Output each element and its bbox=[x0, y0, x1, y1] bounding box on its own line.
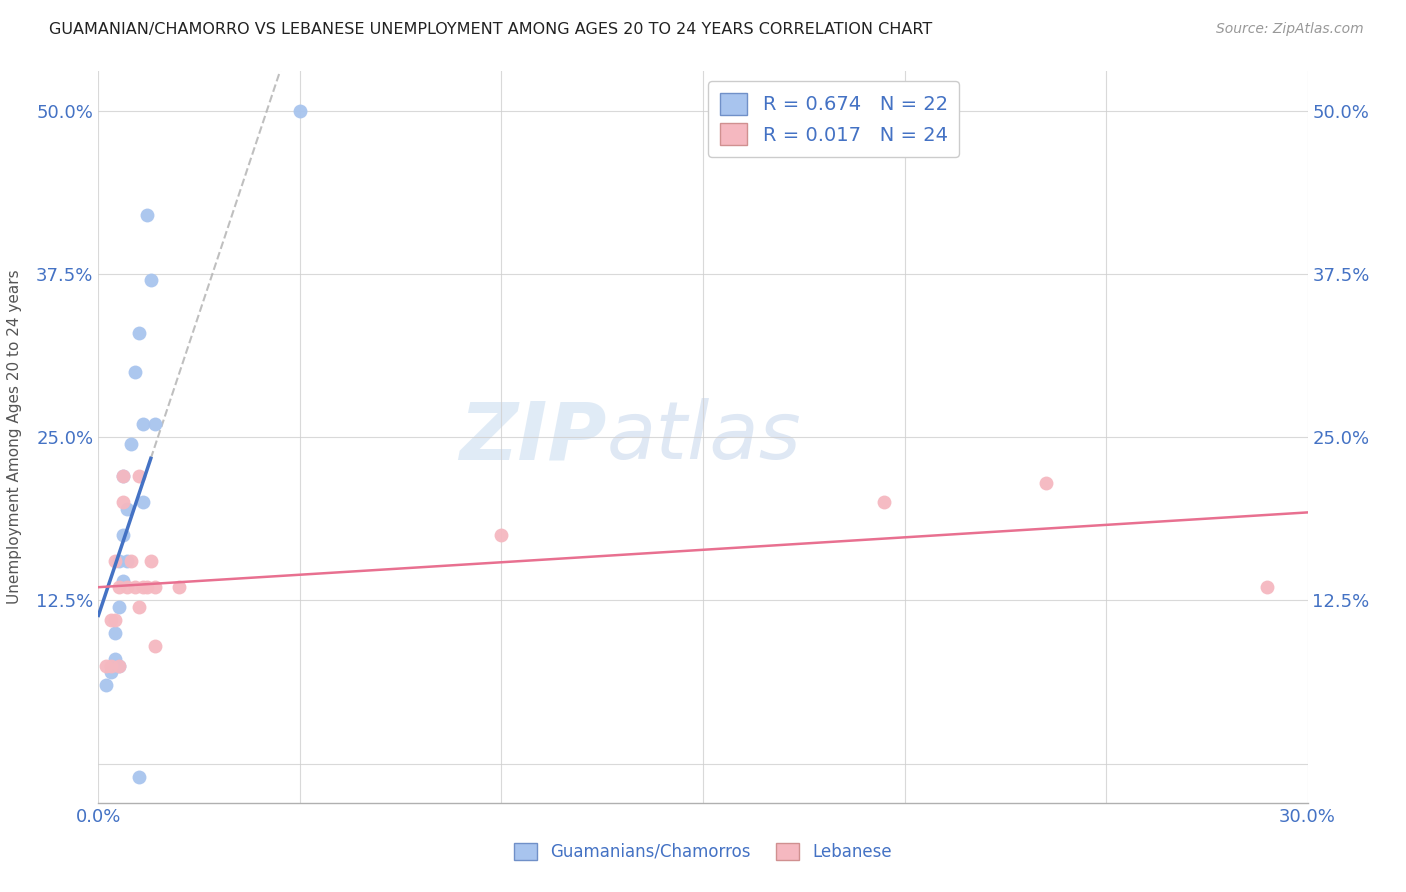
Text: Source: ZipAtlas.com: Source: ZipAtlas.com bbox=[1216, 22, 1364, 37]
Point bbox=[128, 599, 150, 614]
Point bbox=[1035, 475, 1057, 490]
Point bbox=[135, 208, 157, 222]
Point bbox=[139, 273, 162, 287]
Point bbox=[124, 580, 146, 594]
Point bbox=[128, 770, 150, 784]
Point bbox=[111, 495, 134, 509]
Point bbox=[1256, 580, 1278, 594]
Point bbox=[139, 554, 162, 568]
Y-axis label: Unemployment Among Ages 20 to 24 years: Unemployment Among Ages 20 to 24 years bbox=[7, 269, 22, 605]
Point bbox=[132, 580, 155, 594]
Point bbox=[143, 580, 166, 594]
Point bbox=[100, 613, 122, 627]
Point bbox=[124, 365, 146, 379]
Point bbox=[491, 528, 513, 542]
Point bbox=[103, 626, 125, 640]
Point bbox=[135, 580, 157, 594]
Point bbox=[103, 613, 125, 627]
Point bbox=[128, 469, 150, 483]
Point bbox=[288, 103, 311, 118]
Point bbox=[132, 495, 155, 509]
Point bbox=[107, 658, 129, 673]
Point bbox=[111, 469, 134, 483]
Point bbox=[111, 574, 134, 588]
Point bbox=[111, 469, 134, 483]
Point bbox=[103, 652, 125, 666]
Text: ZIP: ZIP bbox=[458, 398, 606, 476]
Point bbox=[100, 665, 122, 680]
Point bbox=[143, 417, 166, 431]
Point bbox=[96, 678, 118, 692]
Point bbox=[107, 658, 129, 673]
Point bbox=[115, 580, 138, 594]
Point bbox=[873, 495, 896, 509]
Point bbox=[100, 658, 122, 673]
Point bbox=[128, 326, 150, 340]
Text: GUAMANIAN/CHAMORRO VS LEBANESE UNEMPLOYMENT AMONG AGES 20 TO 24 YEARS CORRELATIO: GUAMANIAN/CHAMORRO VS LEBANESE UNEMPLOYM… bbox=[49, 22, 932, 37]
Point bbox=[115, 502, 138, 516]
Point bbox=[120, 436, 142, 450]
Point bbox=[107, 580, 129, 594]
Point bbox=[111, 528, 134, 542]
Point bbox=[96, 658, 118, 673]
Point bbox=[143, 639, 166, 653]
Point bbox=[107, 599, 129, 614]
Point bbox=[107, 554, 129, 568]
Point bbox=[132, 417, 155, 431]
Point bbox=[115, 554, 138, 568]
Point bbox=[120, 554, 142, 568]
Legend: Guamanians/Chamorros, Lebanese: Guamanians/Chamorros, Lebanese bbox=[508, 836, 898, 868]
Point bbox=[103, 554, 125, 568]
Point bbox=[167, 580, 190, 594]
Text: atlas: atlas bbox=[606, 398, 801, 476]
